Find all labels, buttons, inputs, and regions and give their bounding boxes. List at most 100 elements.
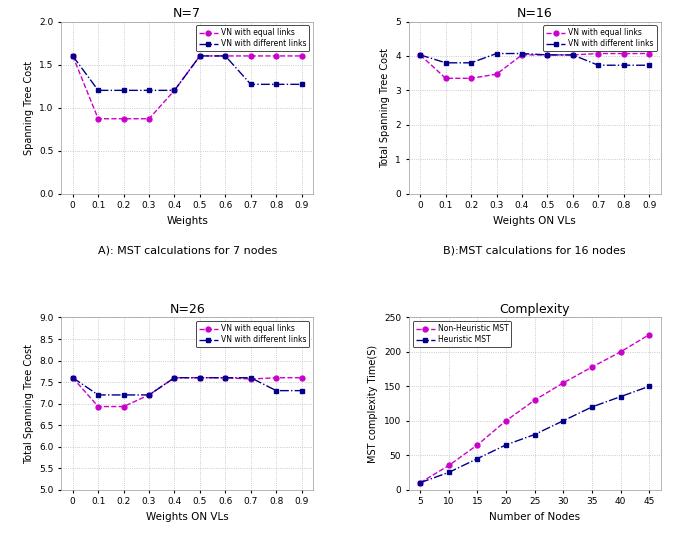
- Heuristic MST: [559, 417, 567, 424]
- Line: VN with different links: VN with different links: [70, 53, 304, 93]
- Title: N=26: N=26: [170, 303, 205, 316]
- VN with equal links: [492, 71, 501, 77]
- VN with equal links: [170, 374, 178, 381]
- Legend: Non-Heuristic MST, Heuristic MST: Non-Heuristic MST, Heuristic MST: [413, 321, 511, 348]
- Non-Heuristic MST: [616, 349, 624, 355]
- VN with different links: [247, 81, 255, 88]
- Non-Heuristic MST: [559, 380, 567, 386]
- VN with different links: [298, 81, 306, 88]
- Y-axis label: MST complexity Time(S): MST complexity Time(S): [368, 344, 379, 463]
- VN with equal links: [94, 116, 102, 122]
- VN with equal links: [221, 374, 229, 381]
- VN with different links: [196, 374, 204, 381]
- Heuristic MST: [445, 469, 453, 476]
- Legend: VN with equal links, VN with different links: VN with equal links, VN with different l…: [195, 321, 309, 348]
- X-axis label: Weights ON VLs: Weights ON VLs: [493, 216, 576, 226]
- VN with equal links: [221, 53, 229, 59]
- VN with equal links: [145, 392, 153, 398]
- VN with equal links: [416, 52, 424, 58]
- Heuristic MST: [502, 442, 510, 448]
- VN with equal links: [543, 52, 552, 58]
- VN with different links: [518, 50, 526, 56]
- Title: Complexity: Complexity: [499, 303, 570, 316]
- Line: Heuristic MST: Heuristic MST: [417, 384, 652, 485]
- VN with equal links: [247, 376, 255, 382]
- Line: VN with equal links: VN with equal links: [70, 376, 304, 409]
- Heuristic MST: [616, 393, 624, 400]
- VN with different links: [467, 60, 475, 66]
- Heuristic MST: [416, 479, 424, 486]
- Y-axis label: Spanning Tree Cost: Spanning Tree Cost: [24, 60, 34, 154]
- VN with different links: [145, 87, 153, 94]
- Non-Heuristic MST: [530, 397, 539, 404]
- VN with different links: [170, 87, 178, 94]
- VN with equal links: [69, 53, 77, 59]
- Y-axis label: Total Spanning Tree Cost: Total Spanning Tree Cost: [380, 47, 390, 167]
- VN with equal links: [170, 87, 178, 94]
- VN with equal links: [196, 374, 204, 381]
- VN with different links: [196, 53, 204, 59]
- VN with equal links: [441, 75, 449, 82]
- VN with different links: [221, 374, 229, 381]
- VN with different links: [94, 392, 102, 398]
- VN with different links: [272, 81, 281, 88]
- VN with different links: [594, 62, 602, 68]
- VN with different links: [645, 62, 653, 68]
- VN with different links: [416, 52, 424, 58]
- Text: B):MST calculations for 16 nodes: B):MST calculations for 16 nodes: [443, 245, 626, 255]
- VN with different links: [620, 62, 628, 68]
- VN with different links: [145, 392, 153, 398]
- Heuristic MST: [588, 404, 596, 410]
- VN with different links: [247, 374, 255, 381]
- VN with equal links: [272, 374, 281, 381]
- VN with equal links: [247, 53, 255, 59]
- X-axis label: Weights: Weights: [166, 216, 208, 226]
- VN with different links: [170, 374, 178, 381]
- Non-Heuristic MST: [416, 479, 424, 486]
- VN with equal links: [298, 374, 306, 381]
- Non-Heuristic MST: [645, 331, 653, 338]
- Legend: VN with equal links, VN with different links: VN with equal links, VN with different l…: [195, 25, 309, 51]
- VN with equal links: [569, 52, 577, 58]
- Title: N=7: N=7: [173, 8, 201, 20]
- VN with equal links: [467, 75, 475, 82]
- Non-Heuristic MST: [473, 442, 481, 448]
- Y-axis label: Total Spanning Tree Cost: Total Spanning Tree Cost: [24, 344, 34, 464]
- Non-Heuristic MST: [502, 417, 510, 424]
- VN with equal links: [94, 404, 102, 410]
- Line: VN with different links: VN with different links: [417, 51, 652, 68]
- VN with equal links: [620, 50, 628, 56]
- VN with equal links: [120, 404, 128, 410]
- VN with equal links: [645, 50, 653, 56]
- Non-Heuristic MST: [588, 364, 596, 370]
- VN with different links: [492, 50, 501, 56]
- VN with different links: [543, 52, 552, 58]
- VN with equal links: [196, 53, 204, 59]
- Heuristic MST: [473, 455, 481, 462]
- Non-Heuristic MST: [445, 462, 453, 469]
- X-axis label: Number of Nodes: Number of Nodes: [489, 512, 580, 522]
- VN with different links: [298, 387, 306, 394]
- Heuristic MST: [530, 431, 539, 438]
- VN with different links: [94, 87, 102, 94]
- Line: VN with equal links: VN with equal links: [70, 53, 304, 121]
- VN with equal links: [69, 374, 77, 381]
- Legend: VN with equal links, VN with different links: VN with equal links, VN with different l…: [543, 25, 656, 51]
- Heuristic MST: [645, 383, 653, 390]
- VN with different links: [69, 374, 77, 381]
- VN with different links: [69, 53, 77, 59]
- VN with different links: [441, 60, 449, 66]
- Line: VN with equal links: VN with equal links: [417, 51, 652, 81]
- VN with different links: [221, 53, 229, 59]
- VN with different links: [272, 387, 281, 394]
- VN with equal links: [298, 53, 306, 59]
- Line: VN with different links: VN with different links: [70, 376, 304, 398]
- VN with equal links: [120, 116, 128, 122]
- VN with different links: [569, 52, 577, 58]
- VN with different links: [120, 392, 128, 398]
- VN with equal links: [518, 52, 526, 58]
- VN with equal links: [272, 53, 281, 59]
- VN with equal links: [145, 116, 153, 122]
- Line: Non-Heuristic MST: Non-Heuristic MST: [417, 332, 652, 485]
- VN with different links: [120, 87, 128, 94]
